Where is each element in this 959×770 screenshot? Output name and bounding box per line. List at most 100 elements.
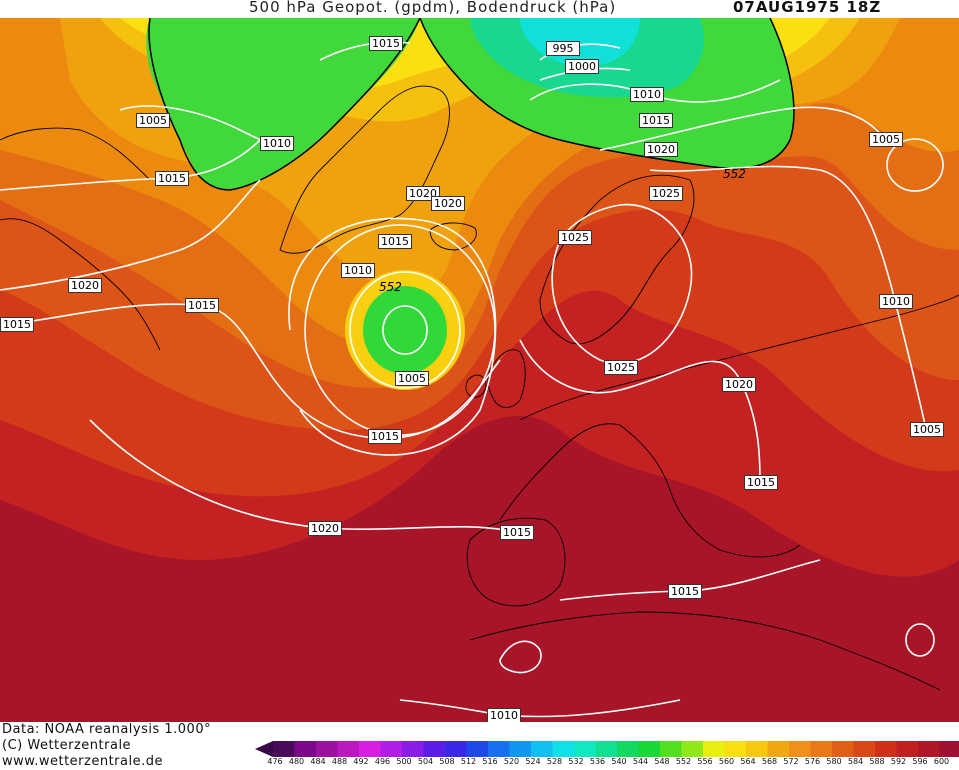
field-552-cutoff-low bbox=[363, 286, 447, 374]
legend-swatch bbox=[638, 741, 661, 757]
legend-value-label: 532 bbox=[568, 757, 584, 766]
isobar-label: 1005 bbox=[910, 422, 944, 437]
isobar-label: 1005 bbox=[869, 132, 903, 147]
legend-swatch bbox=[918, 741, 940, 757]
legend-value-label: 476 bbox=[267, 757, 283, 766]
legend-value-label: 572 bbox=[783, 757, 799, 766]
legend-value-label: 512 bbox=[460, 757, 477, 766]
legend-swatch bbox=[488, 741, 510, 757]
legend-swatch bbox=[789, 741, 811, 757]
isobar-label: 1015 bbox=[185, 298, 219, 313]
legend-value-label: 576 bbox=[804, 757, 821, 766]
chart-title: 500 hPa Geopot. (gpdm), Bodendruck (hPa) bbox=[249, 0, 617, 16]
legend-swatch bbox=[767, 741, 790, 757]
legend-swatch bbox=[617, 741, 639, 757]
isobar-label: 1020 bbox=[308, 521, 342, 536]
legend-value-label: 492 bbox=[353, 757, 369, 766]
legend-swatch bbox=[574, 741, 596, 757]
legend-swatch bbox=[466, 741, 489, 757]
legend-swatch bbox=[724, 741, 747, 757]
height-contour-label: 552 bbox=[379, 280, 402, 294]
legend-swatch bbox=[853, 741, 876, 757]
isobar-label: 1010 bbox=[341, 263, 375, 278]
legend-value-label: 540 bbox=[611, 757, 627, 766]
legend-swatch bbox=[595, 741, 618, 757]
title-bar: 500 hPa Geopot. (gpdm), Bodendruck (hPa)… bbox=[0, 0, 959, 18]
legend-swatch bbox=[273, 741, 295, 757]
legend-value-label: 564 bbox=[740, 757, 756, 766]
isobar-label: 1015 bbox=[155, 171, 189, 186]
legend-value-label: 544 bbox=[632, 757, 649, 766]
legend-swatch bbox=[896, 741, 919, 757]
legend-value-label: 536 bbox=[589, 757, 606, 766]
isobar-label: 1015 bbox=[378, 234, 412, 249]
legend-value-label: 516 bbox=[482, 757, 498, 766]
legend-value-label: 496 bbox=[374, 757, 391, 766]
isobar-label: 1010 bbox=[630, 87, 664, 102]
legend-value-label: 528 bbox=[546, 757, 563, 766]
isobar-label: 1010 bbox=[260, 136, 294, 151]
website-text: www.wetterzentrale.de bbox=[2, 754, 163, 769]
legend-swatch bbox=[531, 741, 553, 757]
legend-value-label: 592 bbox=[890, 757, 907, 766]
legend-value-label: 524 bbox=[525, 757, 541, 766]
isobar-label: 1020 bbox=[68, 278, 102, 293]
color-legend bbox=[255, 741, 959, 757]
legend-swatch bbox=[703, 741, 725, 757]
legend-value-label: 560 bbox=[718, 757, 735, 766]
legend-value-label: 580 bbox=[826, 757, 842, 766]
legend-swatch bbox=[402, 741, 424, 757]
legend-value-label: 500 bbox=[396, 757, 412, 766]
legend-value-label: 508 bbox=[439, 757, 455, 766]
isobar-label: 1000 bbox=[565, 59, 599, 74]
isobar-label: 1020 bbox=[431, 196, 465, 211]
legend-value-label: 488 bbox=[331, 757, 348, 766]
isobar-label: 995 bbox=[546, 41, 580, 56]
legend-swatch bbox=[939, 741, 959, 757]
legend-value-label: 480 bbox=[288, 757, 305, 766]
legend-value-label: 504 bbox=[417, 757, 434, 766]
legend-swatch bbox=[294, 741, 317, 757]
weather-map bbox=[0, 18, 959, 722]
legend-swatch bbox=[810, 741, 833, 757]
legend-swatch bbox=[316, 741, 338, 757]
legend-swatch bbox=[423, 741, 446, 757]
isobar-label: 1015 bbox=[639, 113, 673, 128]
isobar-label: 1025 bbox=[604, 360, 638, 375]
legend-arrow-low bbox=[255, 741, 273, 757]
contour-552-west bbox=[148, 18, 421, 191]
legend-value-label: 588 bbox=[869, 757, 885, 766]
legend-labels: 476 480 484 488 492 496 500 504 508 512 516 520 524 5… bbox=[262, 757, 952, 769]
isobar-label: 1015 bbox=[500, 525, 534, 540]
height-contour-label: 552 bbox=[723, 167, 746, 181]
legend-swatch bbox=[380, 741, 403, 757]
legend-swatch bbox=[445, 741, 467, 757]
legend-swatch bbox=[875, 741, 897, 757]
legend-swatch bbox=[832, 741, 854, 757]
isobar-label: 1025 bbox=[558, 230, 592, 245]
legend-value-label: 552 bbox=[675, 757, 692, 766]
legend-swatch bbox=[359, 741, 381, 757]
legend-value-label: 596 bbox=[912, 757, 928, 766]
isobar-label: 1010 bbox=[879, 294, 913, 309]
data-source-text: Data: NOAA reanalysis 1.000° bbox=[2, 722, 212, 737]
isobar-label: 1015 bbox=[0, 317, 34, 332]
isobar-label: 1015 bbox=[744, 475, 778, 490]
isobar-label: 1015 bbox=[369, 36, 403, 51]
legend-value-label: 584 bbox=[847, 757, 864, 766]
isobar-label: 1010 bbox=[487, 708, 521, 723]
contour-552 bbox=[419, 18, 795, 170]
legend-swatch bbox=[660, 741, 682, 757]
chart-date: 07AUG1975 18Z bbox=[733, 0, 882, 16]
field-552-north-west bbox=[146, 18, 420, 189]
isobar-label: 1015 bbox=[668, 584, 702, 599]
legend-value-label: 568 bbox=[761, 757, 778, 766]
legend-value-label: 556 bbox=[697, 757, 713, 766]
legend-swatch bbox=[509, 741, 532, 757]
isobar-label: 1005 bbox=[395, 371, 429, 386]
isobar-label: 1025 bbox=[649, 186, 683, 201]
legend-value-label: 484 bbox=[310, 757, 326, 766]
legend-swatch bbox=[681, 741, 704, 757]
legend-value-label: 548 bbox=[654, 757, 670, 766]
isobar-label: 1020 bbox=[644, 142, 678, 157]
